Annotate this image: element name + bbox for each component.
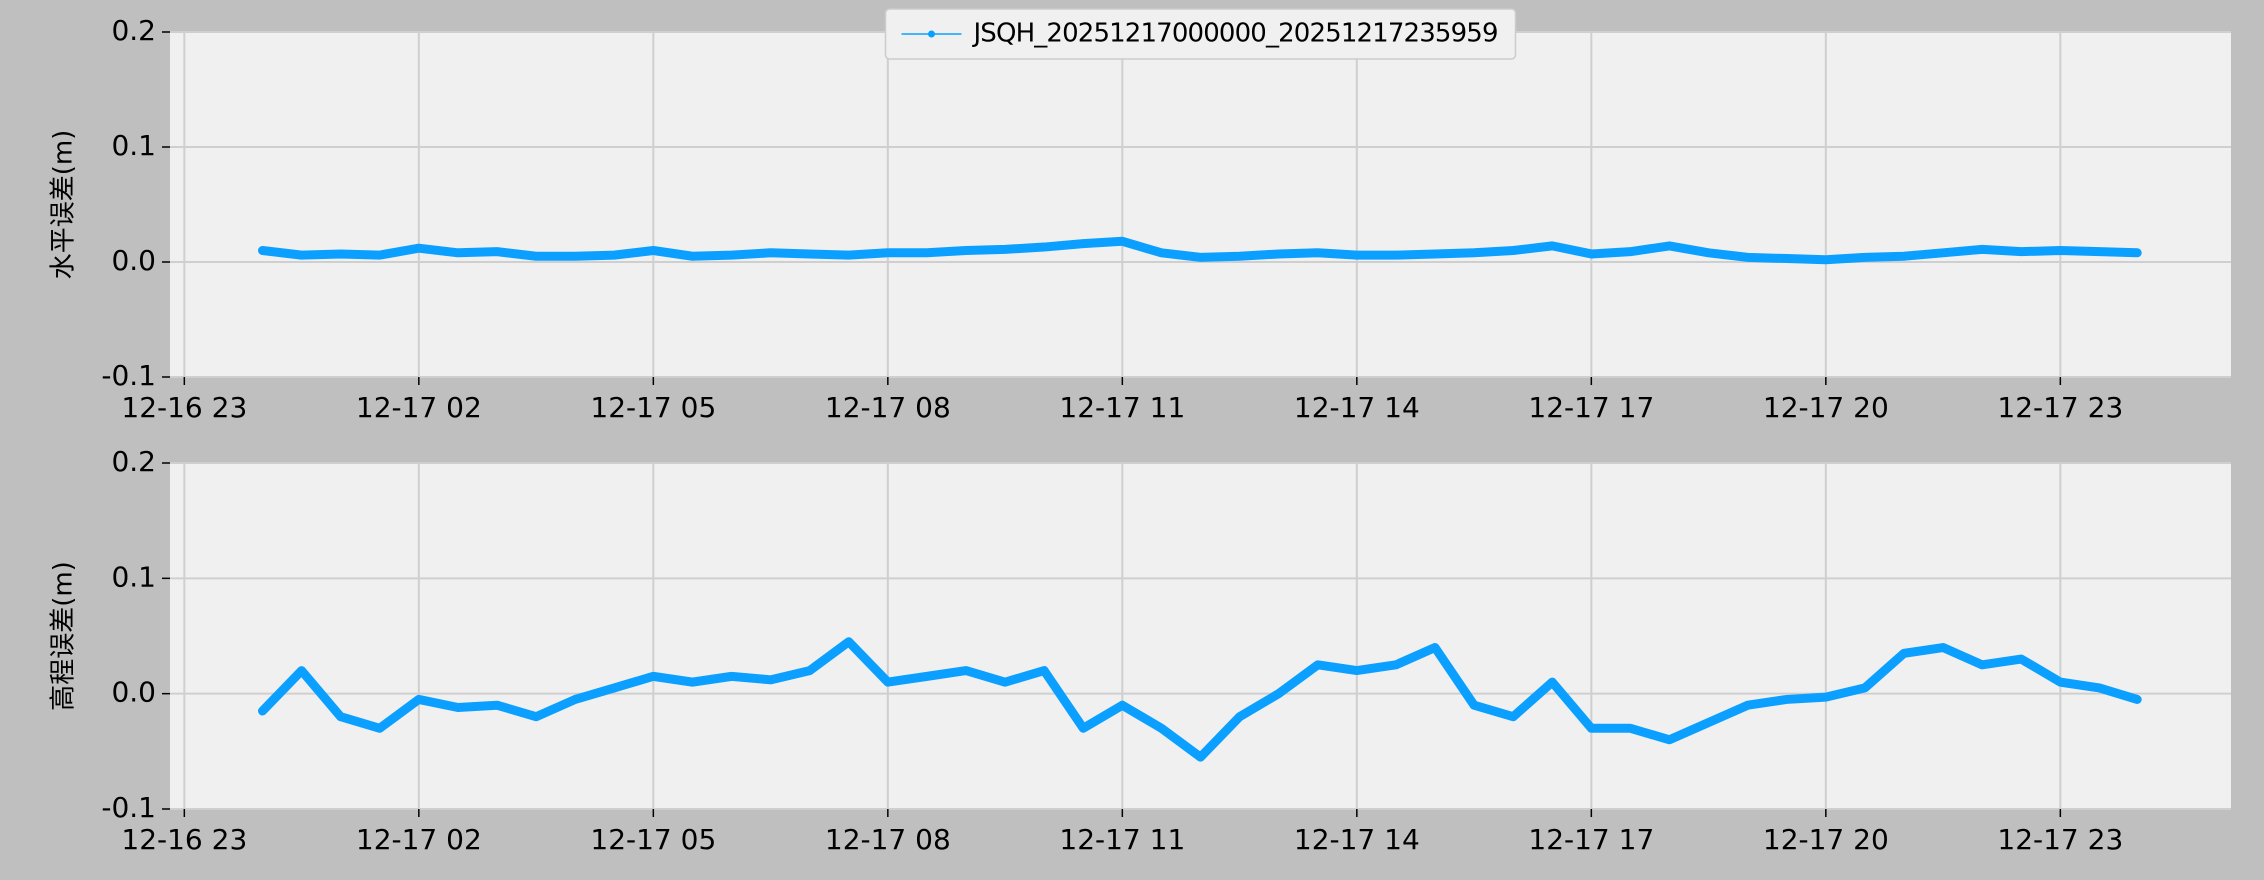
x-tick-label: 12-17 23 xyxy=(1997,391,2123,424)
y-tick-label: 0.1 xyxy=(111,129,156,162)
y-tick-label: 0.2 xyxy=(111,14,156,47)
x-tick-label: 12-17 11 xyxy=(1059,823,1185,856)
x-tick-label: 12-17 14 xyxy=(1294,823,1420,856)
x-tick-label: 12-17 02 xyxy=(356,391,482,424)
y-tick-label: 0.0 xyxy=(111,676,156,709)
x-tick-label: 12-17 20 xyxy=(1763,391,1889,424)
x-tick-label: 12-17 17 xyxy=(1528,823,1654,856)
data-line xyxy=(257,637,2142,762)
y-tick-label: 0.1 xyxy=(111,560,156,593)
plot-area xyxy=(170,32,2231,377)
x-tick-label: 12-17 17 xyxy=(1528,391,1654,424)
x-tick-label: 12-16 23 xyxy=(121,823,247,856)
x-tick-label: 12-17 05 xyxy=(590,823,716,856)
x-tick-label: 12-17 14 xyxy=(1294,391,1420,424)
x-tick-label: 12-17 11 xyxy=(1059,391,1185,424)
y-tick-label: 0.0 xyxy=(111,244,156,277)
legend-box xyxy=(884,8,1517,60)
legend-marker xyxy=(928,30,935,38)
legend-label: JSQH_20251217000000_20251217235959 xyxy=(972,19,1499,49)
x-tick-label: 12-17 08 xyxy=(825,823,951,856)
y-tick-label: -0.1 xyxy=(101,359,156,392)
x-tick-label: 12-17 20 xyxy=(1763,823,1889,856)
y-axis-label: 高程误差(m) xyxy=(49,561,79,711)
x-tick-label: 12-17 05 xyxy=(590,391,716,424)
data-line xyxy=(257,236,2142,265)
y-tick-label: -0.1 xyxy=(101,791,156,824)
x-tick-label: 12-17 08 xyxy=(825,391,951,424)
y-tick-label: 0.2 xyxy=(111,445,156,478)
x-tick-label: 12-16 23 xyxy=(121,391,247,424)
y-axis-label: 水平误差(m) xyxy=(49,130,79,280)
x-tick-label: 12-17 23 xyxy=(1997,823,2123,856)
x-tick-label: 12-17 02 xyxy=(356,823,482,856)
